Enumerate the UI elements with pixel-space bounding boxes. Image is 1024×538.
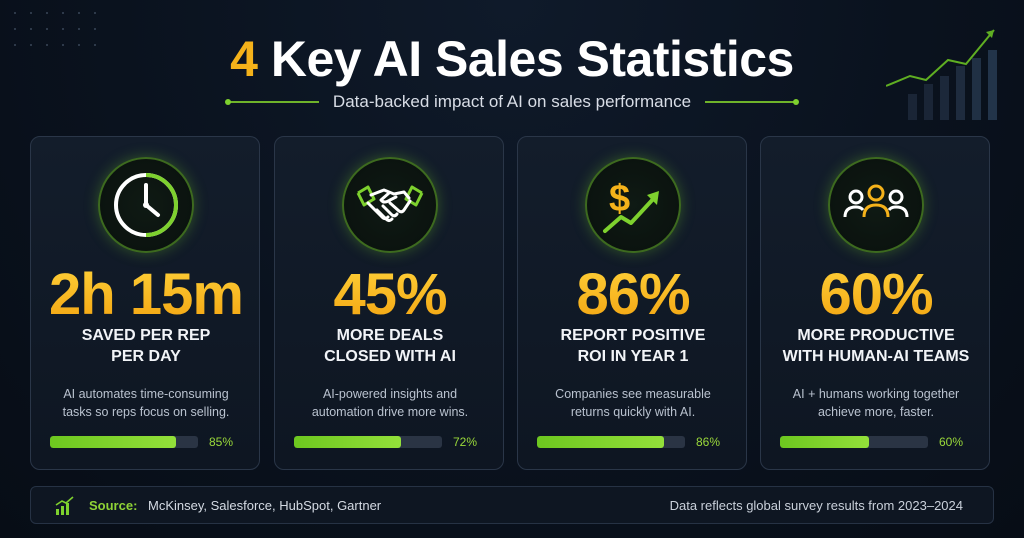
stat-value: 2h 15m xyxy=(31,261,261,328)
source-text: McKinsey, Salesforce, HubSpot, Gartner xyxy=(148,498,382,513)
desc-line2: automation drive more wins. xyxy=(311,405,469,419)
stat-label: MORE DEALS CLOSED WITH AI xyxy=(285,325,495,367)
clock-icon xyxy=(114,173,178,237)
stat-label: MORE PRODUCTIVE WITH HUMAN-AI TEAMS xyxy=(771,325,981,367)
stat-label-line1: SAVED PER REP xyxy=(81,327,211,344)
stat-description: AI + humans working together achieve mor… xyxy=(771,385,981,421)
title-number: 4 xyxy=(230,31,258,87)
desc-line1: AI + humans working together xyxy=(792,387,960,401)
progress-percent: 60% xyxy=(939,435,964,449)
bar-chart-icon xyxy=(55,496,74,515)
trend-chart-decoration-icon xyxy=(886,29,997,120)
stat-label-line2: PER DAY xyxy=(111,348,181,365)
desc-line1: Companies see measurable xyxy=(555,387,711,401)
progress-percent: 72% xyxy=(453,435,478,449)
stat-label: REPORT POSITIVE ROI IN YEAR 1 xyxy=(528,325,738,367)
icon-badge xyxy=(828,157,924,253)
progress-bar-fill xyxy=(294,436,401,448)
stat-card-roi: $ 86% REPORT POSITIVE ROI IN YEAR 1 Comp… xyxy=(517,136,747,470)
stat-card-productivity: 60% MORE PRODUCTIVE WITH HUMAN-AI TEAMS … xyxy=(760,136,990,470)
progress-bar xyxy=(537,436,685,448)
icon-badge: $ xyxy=(585,157,681,253)
team-icon xyxy=(843,184,909,218)
stat-label-line2: WITH HUMAN-AI TEAMS xyxy=(782,348,970,365)
stat-label-line2: ROI IN YEAR 1 xyxy=(577,348,689,365)
desc-line1: AI automates time-consuming xyxy=(63,387,229,401)
progress-bar xyxy=(50,436,198,448)
progress-percent: 85% xyxy=(209,435,234,449)
stat-value: 60% xyxy=(761,261,991,328)
progress-bar-fill xyxy=(537,436,665,448)
desc-line1: AI-powered insights and xyxy=(322,387,458,401)
title-text: Key AI Sales Statistics xyxy=(257,31,795,87)
progress-percent: 86% xyxy=(696,435,721,449)
stat-label-line2: CLOSED WITH AI xyxy=(324,348,456,365)
subtitle-divider-right xyxy=(705,99,800,105)
progress-bar xyxy=(780,436,928,448)
stat-card-time-saved: 2h 15m SAVED PER REP PER DAY AI automate… xyxy=(30,136,260,470)
desc-line2: returns quickly with AI. xyxy=(570,405,696,419)
stat-description: AI automates time-consuming tasks so rep… xyxy=(41,385,251,421)
source-label: Source: xyxy=(89,498,138,513)
stat-value: 86% xyxy=(518,261,748,328)
stat-description: Companies see measurable returns quickly… xyxy=(528,385,738,421)
subtitle-divider-left xyxy=(224,99,319,105)
stat-cards: 2h 15m SAVED PER REP PER DAY AI automate… xyxy=(30,136,994,470)
svg-text:$: $ xyxy=(609,178,630,220)
stat-description: AI-powered insights and automation drive… xyxy=(285,385,495,421)
icon-badge xyxy=(98,157,194,253)
page-subtitle: Data-backed impact of AI on sales perfor… xyxy=(332,92,692,111)
dollar-trend-icon: $ xyxy=(603,178,659,233)
page-title: 4 Key AI Sales Statistics xyxy=(0,30,1024,88)
stat-value: 45% xyxy=(275,261,505,328)
stat-label-line1: MORE DEALS xyxy=(336,327,444,344)
progress-bar-fill xyxy=(50,436,176,448)
decorative-dot-grid xyxy=(14,12,110,60)
stat-label: SAVED PER REP PER DAY xyxy=(41,325,251,367)
stat-card-deals: 45% MORE DEALS CLOSED WITH AI AI-powered… xyxy=(274,136,504,470)
desc-line2: tasks so reps focus on selling. xyxy=(62,405,230,419)
progress-bar-fill xyxy=(780,436,869,448)
progress-bar xyxy=(294,436,442,448)
data-note: Data reflects global survey results from… xyxy=(669,498,963,513)
source-footer: Source: McKinsey, Salesforce, HubSpot, G… xyxy=(30,486,994,524)
desc-line2: achieve more, faster. xyxy=(817,405,935,419)
stat-label-line1: MORE PRODUCTIVE xyxy=(797,327,955,344)
icon-badge xyxy=(342,157,438,253)
stat-label-line1: REPORT POSITIVE xyxy=(560,327,706,344)
subtitle-row: Data-backed impact of AI on sales perfor… xyxy=(0,92,1024,112)
handshake-icon xyxy=(356,185,424,222)
